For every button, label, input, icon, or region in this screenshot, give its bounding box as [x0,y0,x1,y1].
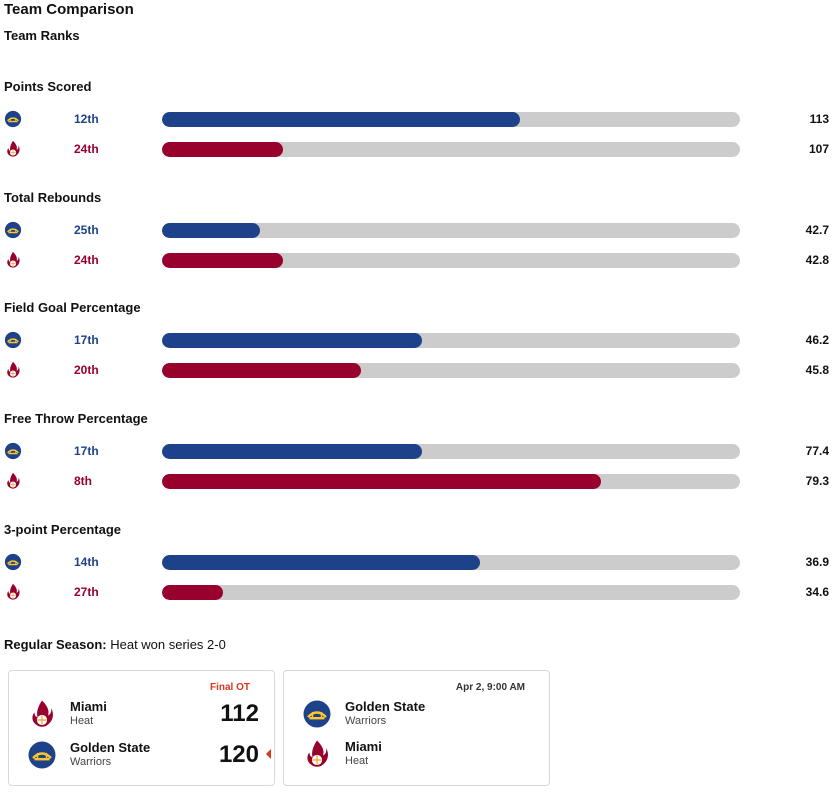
stat-bar-track [162,585,740,600]
team-nickname: Warriors [70,756,112,768]
game-team-row-heat: Miami Heat [302,737,542,771]
page-title: Team Comparison [4,1,134,18]
team-rank: 12th [74,112,99,126]
heat-logo-icon [4,361,22,379]
stat-bar-fill [162,112,521,127]
stat-bar-fill [162,253,284,268]
stat-bar-track [162,444,740,459]
stat-value: 34.6 [805,585,829,599]
team-rank: 20th [74,363,99,377]
stat-section-3-point-percentage: 3-point Percentage 14th 36.9 27th 34.6 [0,522,837,622]
stat-row-warriors: 14th 36.9 [0,552,837,572]
stat-value: 36.9 [805,555,829,569]
stat-value: 79.3 [805,474,829,488]
stat-bar-fill [162,474,602,489]
game-card-final[interactable]: Final OT Miami Heat 112 Golden State War… [8,670,275,786]
stat-title: 3-point Percentage [4,522,122,537]
team-rank: 24th [74,142,99,156]
game-team-row-warriors: Golden State Warriors 120 [27,738,271,772]
heat-logo-icon [4,583,22,601]
warriors-logo-icon [27,740,57,770]
warriors-logo-icon [4,442,22,460]
stat-title: Field Goal Percentage [4,300,141,315]
section-subtitle: Team Ranks [4,28,80,43]
team-rank: 24th [74,253,99,267]
warriors-logo-icon [4,331,22,349]
stat-bar-track [162,253,740,268]
team-name: Miami [70,699,107,714]
team-score: 112 [220,700,259,727]
team-rank: 25th [74,223,99,237]
stat-row-heat: 8th 79.3 [0,471,837,491]
team-rank: 27th [74,585,99,599]
warriors-logo-icon [4,110,22,128]
stat-section-field-goal-percentage: Field Goal Percentage 17th 46.2 20th 45.… [0,300,837,400]
team-name: Golden State [345,699,426,714]
stat-bar-fill [162,363,362,378]
heat-logo-icon [27,699,57,729]
stat-row-warriors: 25th 42.7 [0,220,837,240]
warriors-logo-icon [4,221,22,239]
stat-row-warriors: 17th 46.2 [0,330,837,350]
stat-value: 46.2 [805,333,829,347]
winner-arrow-icon [266,749,271,759]
team-name: Golden State [70,740,151,755]
team-nickname: Warriors [345,715,387,727]
stat-bar-track [162,474,740,489]
stat-section-total-rebounds: Total Rebounds 25th 42.7 24th 42.8 [0,190,837,290]
team-rank: 14th [74,555,99,569]
stat-value: 77.4 [805,444,829,458]
game-date-time: Apr 2, 9:00 AM [455,682,525,693]
stat-bar-track [162,363,740,378]
stat-row-heat: 27th 34.6 [0,582,837,602]
stat-value: 107 [808,142,829,156]
stat-bar-fill [162,223,261,238]
stat-value: 113 [809,112,829,126]
regular-season-summary: Regular Season: Heat won series 2-0 [4,637,226,652]
stat-value: 45.8 [805,363,829,377]
game-status: Final OT [210,682,250,693]
stat-row-heat: 20th 45.8 [0,360,837,380]
heat-logo-icon [4,472,22,490]
heat-logo-icon [4,251,22,269]
warriors-logo-icon [4,553,22,571]
stat-row-heat: 24th 107 [0,139,837,159]
stat-value: 42.8 [805,253,829,267]
team-name: Miami [345,739,382,754]
team-rank: 17th [74,444,99,458]
stat-section-free-throw-percentage: Free Throw Percentage 17th 77.4 8th 79.3 [0,411,837,511]
stat-title: Free Throw Percentage [4,411,148,426]
stat-bar-track [162,333,740,348]
game-card-scheduled[interactable]: Apr 2, 9:00 AM Golden State Warriors Mia… [283,670,550,786]
stat-section-points-scored: Points Scored 12th 113 24th 107 [0,79,837,179]
stat-bar-fill [162,142,284,157]
stat-bar-fill [162,333,423,348]
stat-title: Total Rebounds [4,190,102,205]
stat-row-warriors: 17th 77.4 [0,441,837,461]
team-rank: 8th [74,474,92,488]
series-result: Heat won series 2-0 [110,637,226,652]
game-team-row-warriors: Golden State Warriors [302,697,542,731]
stat-row-warriors: 12th 113 [0,109,837,129]
team-score: 120 [218,741,259,768]
stat-bar-fill [162,444,423,459]
heat-logo-icon [4,140,22,158]
stat-row-heat: 24th 42.8 [0,250,837,270]
stat-bar-fill [162,555,480,570]
stat-bar-track [162,112,740,127]
game-team-row-heat: Miami Heat 112 [27,697,267,731]
stat-bar-track [162,555,740,570]
stat-bar-fill [162,585,223,600]
regular-season-label: Regular Season: [4,637,107,652]
stat-value: 42.7 [805,223,829,237]
team-rank: 17th [74,333,99,347]
stat-bar-track [162,142,740,157]
stat-bar-track [162,223,740,238]
warriors-logo-icon [302,699,332,729]
team-nickname: Heat [70,715,94,727]
heat-logo-icon [302,739,332,769]
stat-title: Points Scored [4,79,92,94]
team-nickname: Heat [345,755,369,767]
